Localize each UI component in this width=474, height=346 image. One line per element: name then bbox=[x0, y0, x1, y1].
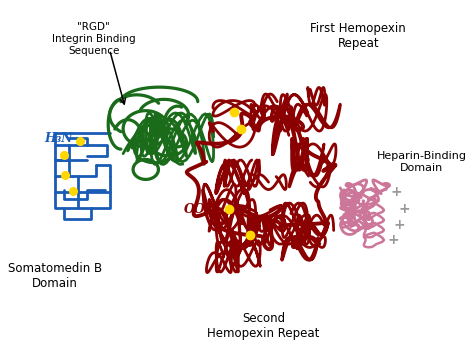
Text: +: + bbox=[399, 202, 410, 216]
Text: "RGD"
Integrin Binding
Sequence: "RGD" Integrin Binding Sequence bbox=[52, 22, 136, 56]
Text: Heparin-Binding
Domain: Heparin-Binding Domain bbox=[377, 152, 466, 173]
Text: OOC: OOC bbox=[184, 203, 216, 216]
Text: +: + bbox=[391, 185, 402, 199]
Text: Second
Hemopexin Repeat: Second Hemopexin Repeat bbox=[207, 312, 319, 340]
Text: +: + bbox=[388, 233, 400, 247]
Text: H₃N: H₃N bbox=[44, 132, 73, 145]
Text: +: + bbox=[393, 218, 405, 232]
Text: First Hemopexin
Repeat: First Hemopexin Repeat bbox=[310, 22, 406, 51]
Text: Somatomedin B
Domain: Somatomedin B Domain bbox=[8, 262, 102, 290]
